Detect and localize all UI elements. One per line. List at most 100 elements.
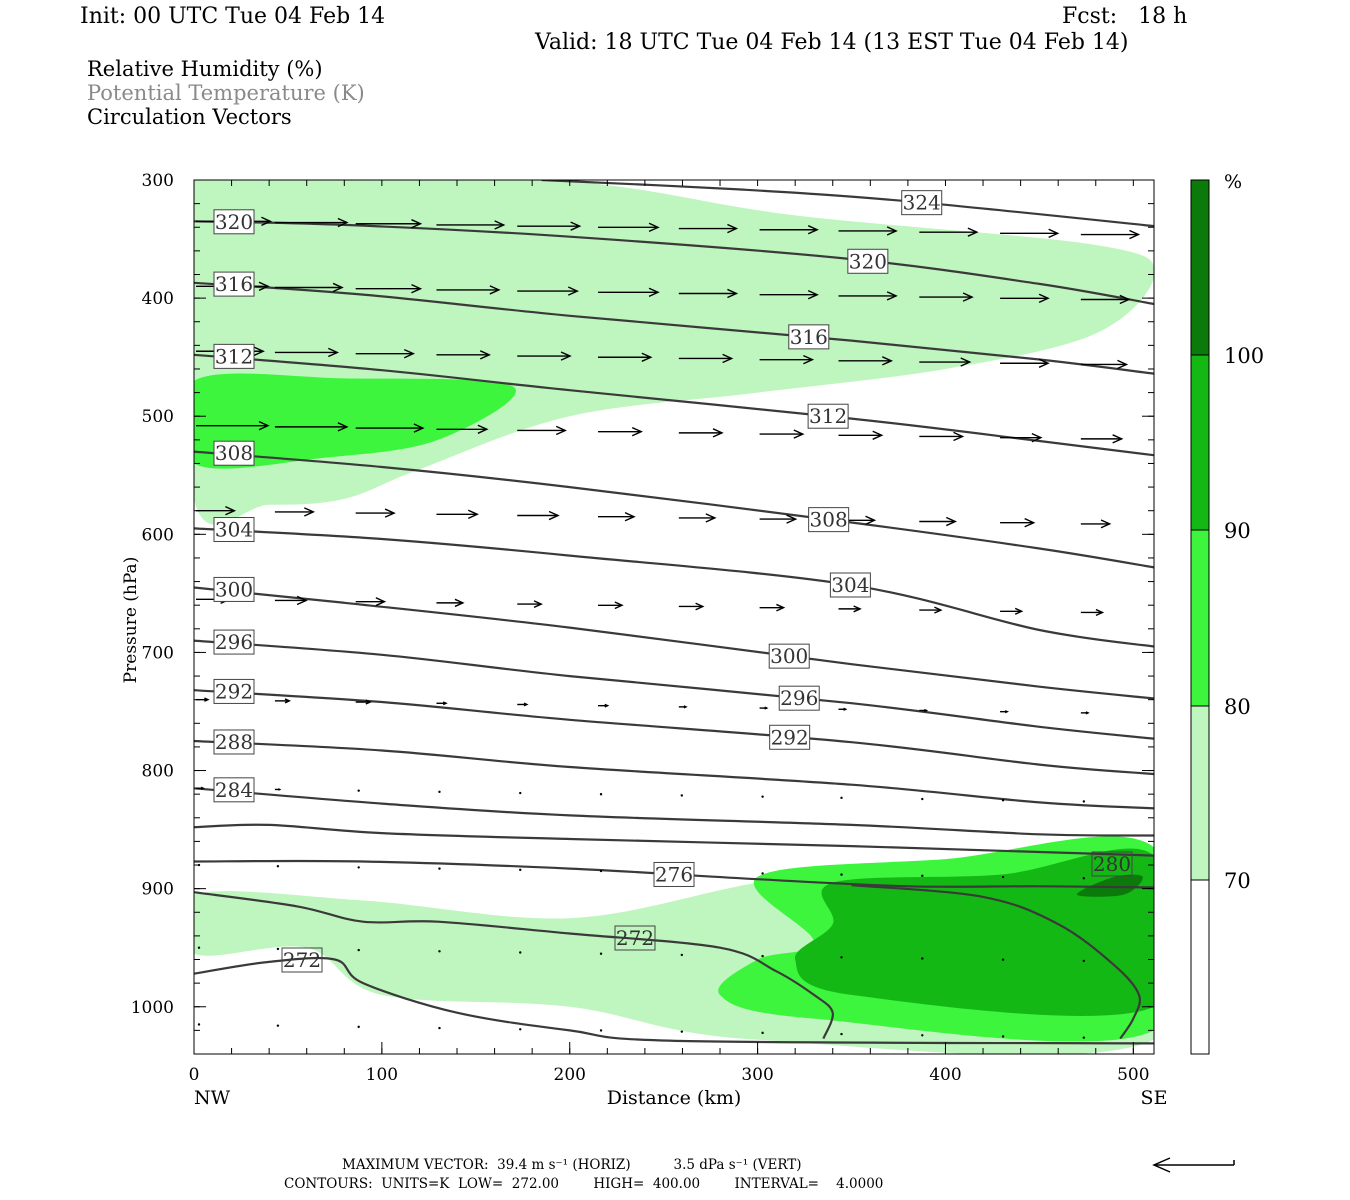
max-vector-note: MAXIMUM VECTOR: 39.4 m s⁻¹ (HORIZ) 3.5 d… (342, 1157, 802, 1173)
vector-head (886, 226, 898, 236)
vector-head (523, 702, 529, 707)
vector-dot (519, 868, 522, 872)
vector-dot (438, 790, 441, 794)
vector-head (533, 600, 543, 608)
vector-head (1014, 607, 1024, 615)
theta-contour-304 (194, 527, 1154, 648)
vector-head (803, 354, 815, 365)
vector-head (477, 424, 489, 434)
y-tick-label-500: 500 (142, 407, 174, 427)
legend-relative-humidity: Relative Humidity (%) (87, 57, 323, 81)
vector-dot (680, 1030, 684, 1033)
theta-label-304: 304 (215, 518, 253, 542)
theta-contour-320 (194, 220, 1154, 306)
vector-head (411, 219, 423, 229)
theta-label-308: 308 (810, 508, 848, 532)
theta-label-box-304 (829, 572, 871, 598)
colorbar-frame (1190, 179, 1210, 1055)
theta-label-box-312 (213, 343, 255, 369)
theta-label-box-292 (213, 678, 255, 704)
vector-head (304, 507, 316, 517)
x-axis-label: Distance (km) (607, 1087, 742, 1109)
vector-head (624, 512, 636, 522)
vector-dot (276, 1024, 280, 1027)
theta-label-280: 280 (1093, 852, 1131, 876)
vector-head (648, 222, 660, 233)
vector-dot (438, 867, 441, 870)
vector-dot (840, 956, 843, 959)
theta-label-box-288 (213, 729, 255, 755)
vector-head (442, 701, 448, 706)
theta-label-312: 312 (809, 404, 847, 428)
theta-contour-272 (194, 891, 834, 1040)
vector-dot (1082, 800, 1086, 803)
vector-dot (599, 952, 603, 955)
vector-head (384, 508, 396, 518)
vector-dot (276, 865, 280, 868)
theta-contour-276 (194, 859, 1154, 889)
vector-head (277, 788, 282, 791)
init-time: Init: 00 UTC Tue 04 Feb 14 (80, 4, 386, 29)
vector-head (843, 707, 848, 711)
vector-head (1038, 358, 1050, 368)
x-tick-label-100: 100 (366, 1065, 398, 1085)
reference-vector-head (1152, 1157, 1171, 1173)
vector-head (807, 225, 819, 235)
theta-label-box-308 (808, 507, 850, 533)
vector-dot (1001, 1035, 1005, 1038)
vector-head (1024, 518, 1036, 528)
theta-label-box-296 (778, 685, 820, 711)
theta-contour-15 (851, 884, 1141, 1040)
vector-head (479, 350, 491, 360)
vector-head (1004, 710, 1009, 714)
theta-contour-292 (194, 689, 1154, 776)
vector-head (1031, 432, 1043, 443)
theta-label-box-300 (213, 576, 255, 602)
vector-dot (357, 948, 360, 952)
relative-humidity-fill (194, 180, 1154, 1054)
colorbar-label-90: 90 (1224, 519, 1251, 543)
vector-head (946, 516, 957, 527)
vector-dot (921, 874, 924, 878)
vector-dot (680, 794, 684, 797)
theta-label-304: 304 (831, 573, 869, 597)
theta-label-box-316 (213, 271, 255, 297)
theta-label-box-272 (281, 947, 323, 973)
colorbar-label-70: 70 (1224, 869, 1251, 893)
vector-dot (840, 1032, 843, 1036)
theta-label-308: 308 (215, 441, 253, 465)
plot-frame (193, 179, 1155, 1055)
vector-dot (1082, 1036, 1086, 1039)
vector-head (886, 291, 898, 301)
theta-label-box-324 (901, 190, 943, 216)
vector-head (337, 217, 349, 228)
vector-head (793, 429, 805, 439)
vector-head (722, 353, 734, 364)
vector-head (712, 428, 724, 438)
theta-label-box-312 (807, 403, 849, 429)
theta-contour-296 (194, 639, 1154, 740)
theta-label-292: 292 (771, 725, 809, 749)
vector-dot (599, 793, 603, 796)
vector-head (705, 513, 717, 523)
x-tick-label-400: 400 (929, 1065, 961, 1085)
vector-head (776, 603, 786, 612)
vector-head (1095, 608, 1105, 617)
theta-label-300: 300 (770, 644, 808, 668)
vector-dot (1001, 799, 1005, 802)
y-axis-label: Pressure (hPa) (121, 557, 141, 684)
theta-label-288: 288 (215, 730, 253, 754)
vector-head (555, 425, 567, 436)
colorbar-band-2 (1191, 530, 1209, 706)
vector-head (641, 352, 653, 362)
vector-head (727, 288, 739, 299)
vector-head (403, 348, 415, 359)
theta-label-316: 316 (790, 325, 828, 349)
vector-head (764, 706, 769, 710)
vector-head (683, 705, 688, 709)
vector-dot (921, 957, 924, 960)
theta-label-box-284 (213, 777, 255, 803)
vector-dot (438, 950, 441, 953)
vector-dot (438, 1026, 441, 1030)
